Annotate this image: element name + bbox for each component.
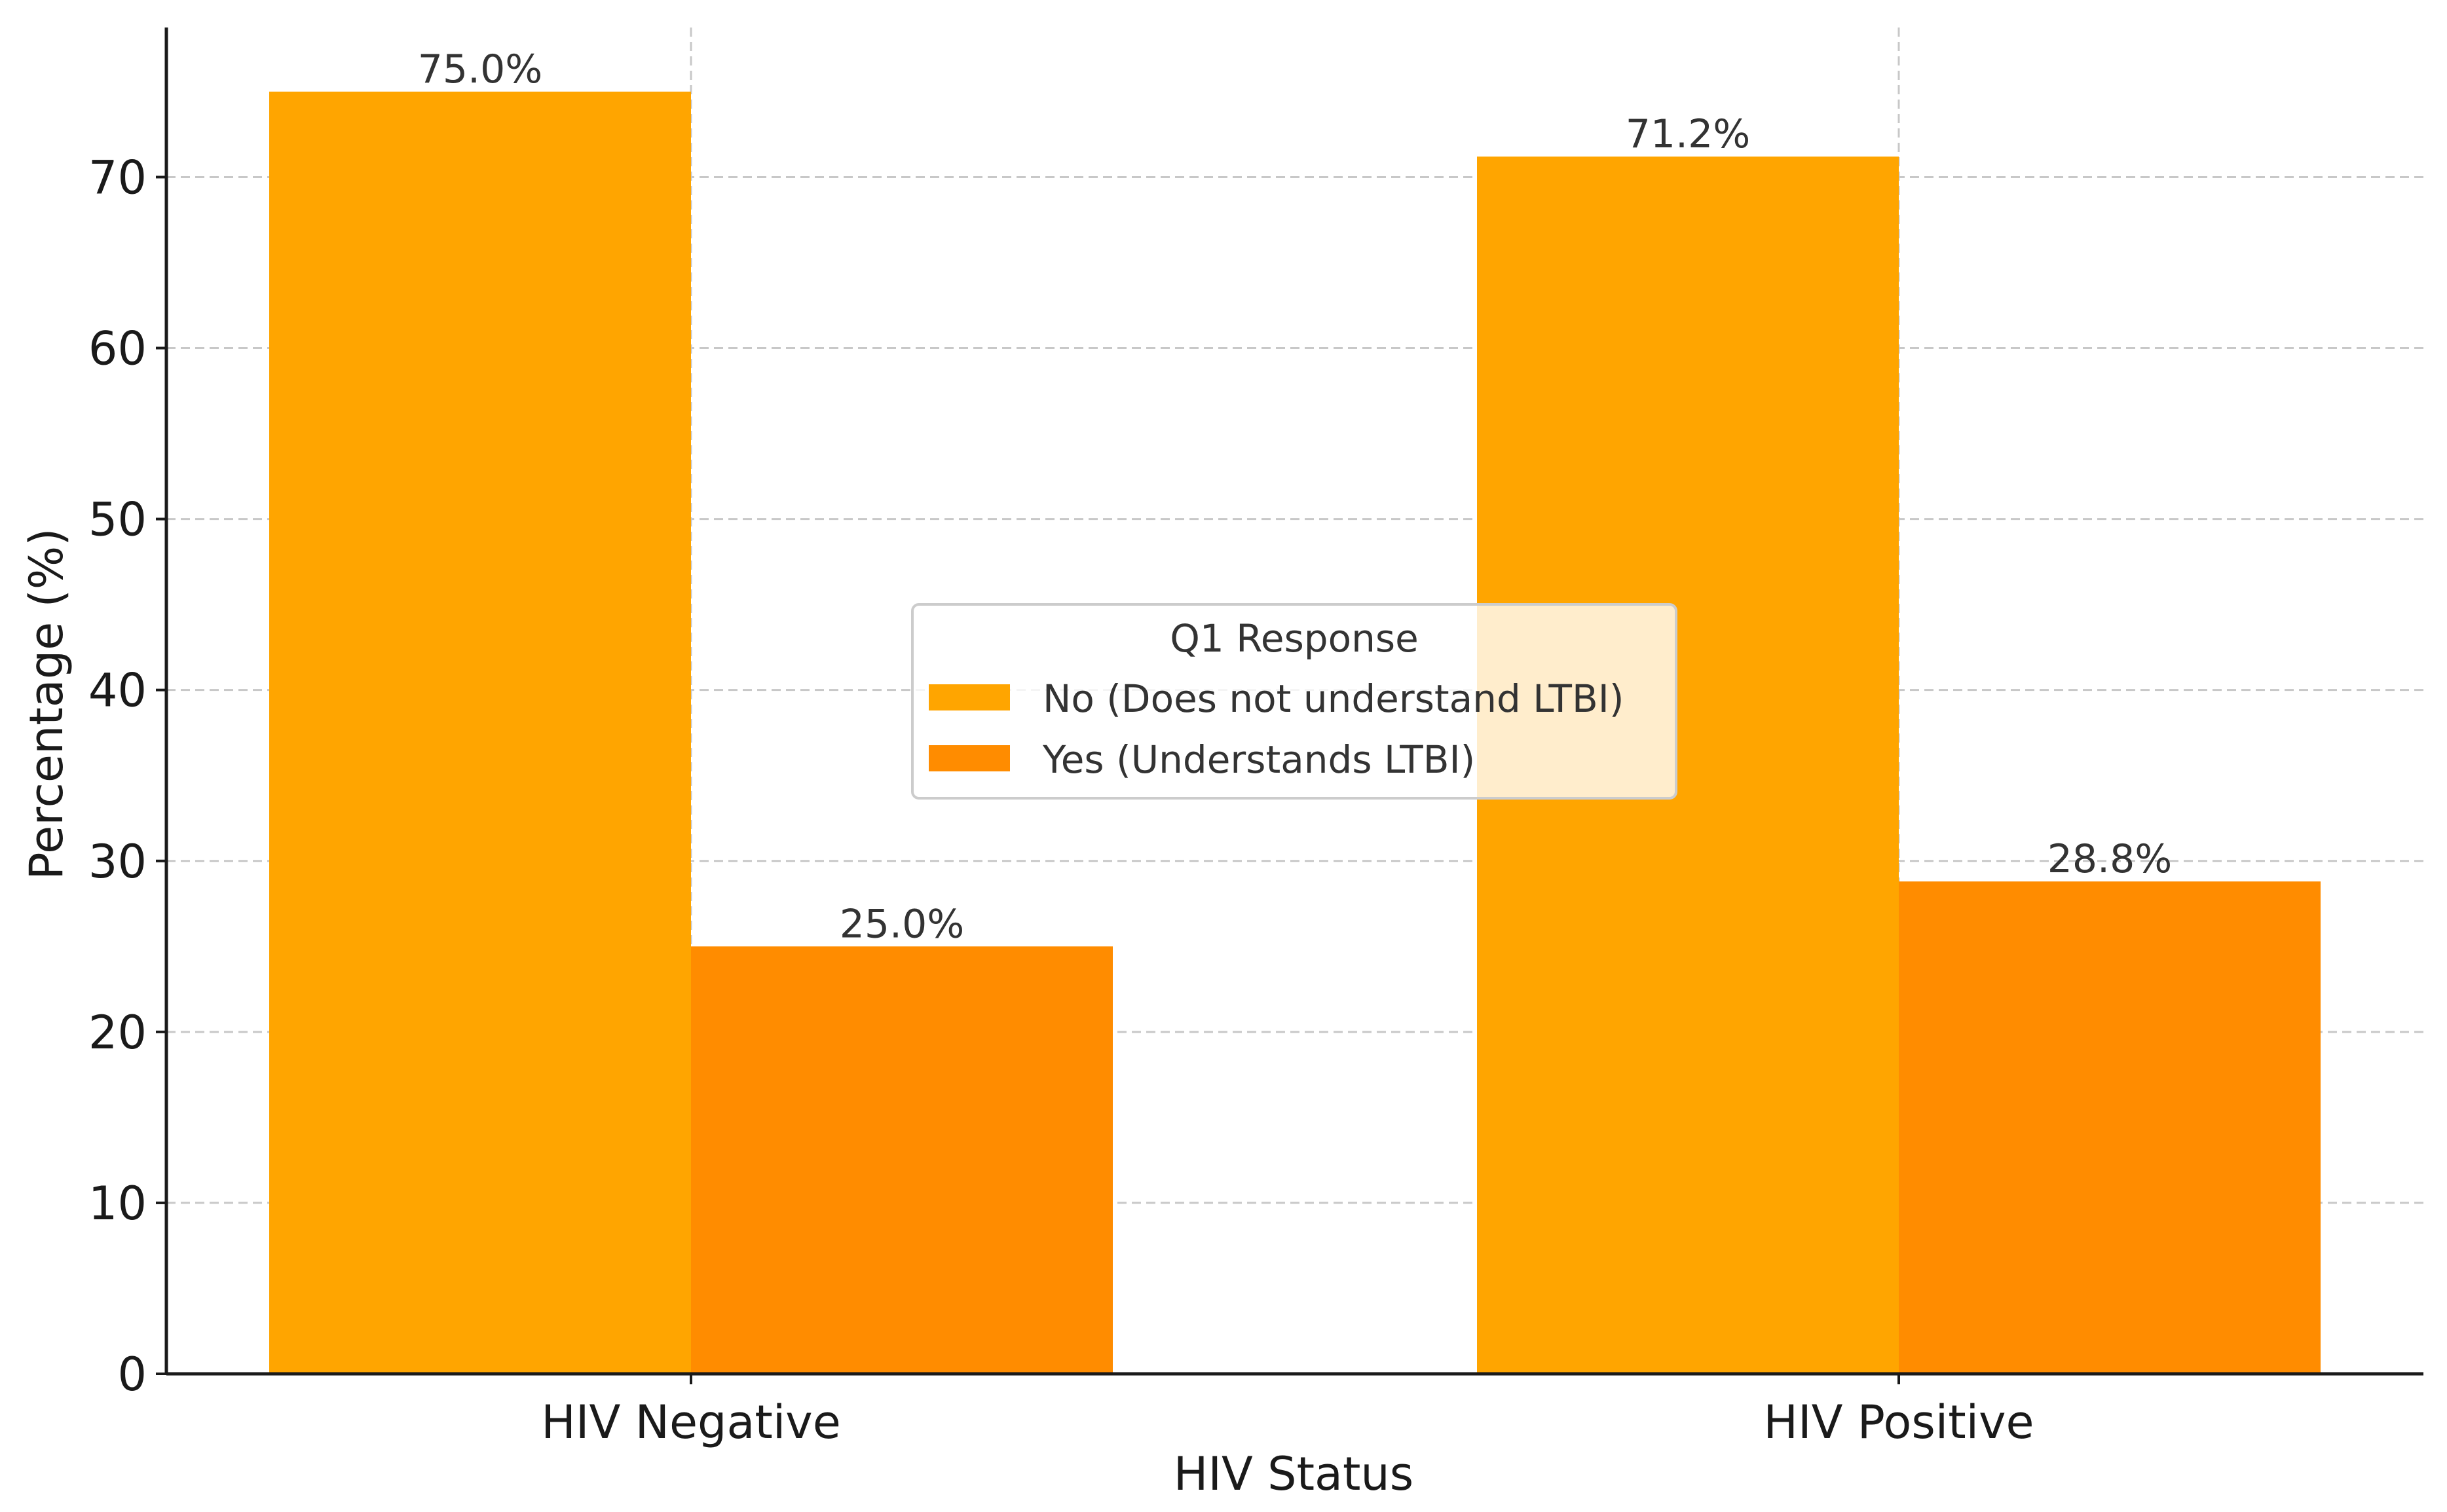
data-labels-layer: 75.0% 71.2% 25.0% 28.8% xyxy=(418,46,2173,947)
legend-label-yes: Yes (Understands LTBI) xyxy=(1042,737,1475,782)
bar-value-label: 71.2% xyxy=(1626,111,1751,157)
legend-swatch-yes xyxy=(929,745,1010,771)
legend-swatch-no xyxy=(929,684,1010,710)
y-tick-label: 40 xyxy=(88,664,147,718)
legend-label-no: No (Does not understand LTBI) xyxy=(1043,676,1624,721)
legend-frame xyxy=(911,603,1677,800)
y-axis-title: Percentage (%) xyxy=(20,528,73,879)
bar-no-hiv-negative xyxy=(269,91,691,1374)
bar-value-label: 28.8% xyxy=(2047,836,2173,882)
y-tick-label: 20 xyxy=(88,1006,147,1060)
x-tick-label: HIV Positive xyxy=(1763,1395,2034,1449)
x-axis-title: HIV Status xyxy=(1174,1447,1413,1501)
axes-layer: 0 10 20 30 40 50 60 70 HIV Negative HIV Positive xyxy=(88,28,2423,1449)
y-tick-label: 30 xyxy=(88,835,147,889)
x-tick-label: HIV Negative xyxy=(541,1395,841,1449)
y-tick-label: 10 xyxy=(88,1177,147,1230)
y-tick-label: 70 xyxy=(88,151,147,204)
legend-title: Q1 Response xyxy=(1170,616,1419,661)
y-tick-label: 0 xyxy=(117,1348,147,1401)
bar-yes-hiv-negative xyxy=(691,946,1113,1374)
bar-yes-hiv-positive xyxy=(1899,881,2321,1374)
bar-value-label: 75.0% xyxy=(418,46,543,92)
legend: Q1 Response No (Does not understand LTBI… xyxy=(911,603,1677,800)
bar-value-label: 25.0% xyxy=(840,901,965,947)
y-tick-label: 60 xyxy=(88,322,147,376)
y-tick-label: 50 xyxy=(88,493,147,547)
